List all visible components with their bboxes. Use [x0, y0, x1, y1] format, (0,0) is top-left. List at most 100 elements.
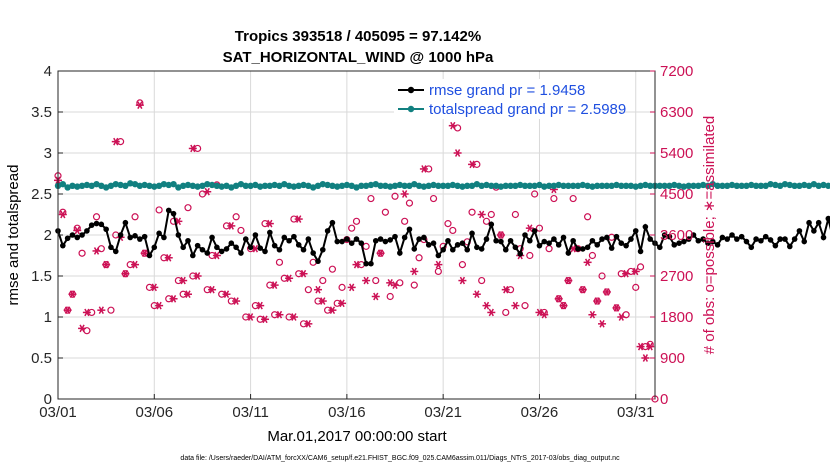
- obs-assimilated-marker: [299, 269, 308, 278]
- series-point-rmse: [141, 233, 148, 240]
- series-point-totalspread: [483, 181, 490, 189]
- series-point-rmse: [661, 232, 668, 238]
- series-point-rmse: [88, 222, 95, 228]
- obs-assimilated-marker: [304, 319, 313, 328]
- obs-assimilated-marker: [458, 276, 467, 285]
- series-point-rmse: [531, 228, 538, 234]
- series-point-rmse: [117, 232, 124, 238]
- obs-possible-marker: [304, 286, 312, 294]
- series-point-rmse: [729, 232, 735, 238]
- series-point-rmse: [478, 246, 485, 252]
- series-point-totalspread: [290, 183, 298, 190]
- obs-assimilated-stroke: [69, 290, 76, 299]
- obs-possible-marker: [391, 192, 399, 200]
- obs-assimilated-marker: [78, 324, 87, 333]
- obs-assimilated-marker: [477, 210, 486, 219]
- series-point-totalspread: [362, 182, 370, 189]
- obs-assimilated-stroke: [262, 315, 268, 324]
- series-point-rmse: [825, 215, 830, 222]
- series-point-totalspread: [160, 180, 168, 188]
- series-point-rmse: [546, 240, 552, 246]
- series-point-totalspread: [627, 182, 635, 189]
- obs-assimilated-marker: [622, 269, 631, 278]
- obs-possible-marker: [429, 194, 438, 203]
- series-point-rmse: [608, 245, 615, 251]
- obs-assimilated-marker: [468, 160, 477, 169]
- obs-assimilated-marker: [131, 260, 140, 269]
- obs-assimilated-stroke: [137, 101, 143, 110]
- series-point-rmse: [767, 237, 774, 243]
- series-point-rmse: [575, 246, 581, 252]
- series-point-rmse: [161, 234, 167, 241]
- series-point-totalspread: [155, 182, 163, 189]
- obs-assimilated-marker: [203, 187, 212, 196]
- obs-possible-marker: [338, 283, 346, 291]
- series-point-rmse: [801, 238, 808, 245]
- obs-assimilated-marker: [82, 308, 91, 317]
- y-tick-label-right: 900: [660, 350, 685, 367]
- series-point-rmse: [218, 248, 225, 255]
- y-tick-label-left: 0: [44, 391, 52, 408]
- series-point-rmse: [190, 252, 196, 259]
- series-point-totalspread: [401, 182, 408, 189]
- series-point-totalspread: [300, 181, 307, 189]
- series-point-totalspread: [83, 181, 91, 189]
- obs-assimilated-stroke: [353, 260, 360, 269]
- obs-possible-marker: [362, 242, 370, 250]
- obs-assimilated-marker: [501, 285, 510, 294]
- series-point-rmse: [108, 244, 114, 251]
- series-point-totalspread: [656, 182, 664, 189]
- obs-assimilated-marker: [313, 285, 322, 294]
- series-point-totalspread: [136, 182, 144, 189]
- obs-assimilated-marker: [496, 231, 505, 239]
- y-tick-label-left: 1.5: [31, 268, 52, 285]
- obs-assimilated-marker: [482, 301, 491, 310]
- obs-assimilated-marker: [275, 310, 284, 319]
- series-point-totalspread: [820, 181, 827, 189]
- x-axis-label: Mar.01,2017 00:00:00 start: [267, 428, 447, 445]
- series-point-rmse: [734, 236, 740, 242]
- series-point-rmse: [358, 240, 365, 246]
- series-point-rmse: [445, 237, 451, 244]
- obs-assimilated-stroke: [623, 269, 629, 278]
- series-point-totalspread: [64, 184, 71, 191]
- obs-assimilated-stroke: [122, 269, 129, 278]
- series-point-rmse: [353, 236, 360, 242]
- series-point-totalspread: [122, 182, 129, 189]
- obs-assimilated-stroke: [166, 253, 172, 262]
- series-point-totalspread: [531, 182, 538, 189]
- obs-assimilated-stroke: [469, 160, 475, 169]
- series-point-totalspread: [459, 183, 466, 190]
- series-point-rmse: [291, 233, 297, 240]
- obs-assimilated-stroke: [252, 244, 259, 253]
- series-point-totalspread: [411, 180, 418, 188]
- series-point-rmse: [440, 246, 446, 253]
- series-point-totalspread: [584, 182, 591, 189]
- obs-assimilated-stroke: [570, 244, 576, 253]
- obs-assimilated-marker: [641, 354, 650, 362]
- series-point-rmse: [796, 228, 803, 234]
- obs-assimilated-stroke: [454, 149, 461, 157]
- obs-possible-marker: [478, 276, 486, 285]
- obs-assimilated-stroke: [474, 290, 480, 299]
- obs-possible-marker: [232, 213, 240, 221]
- obs-assimilated-marker: [328, 306, 337, 315]
- series-point-rmse: [406, 226, 413, 233]
- obs-assimilated-marker: [169, 294, 178, 303]
- obs-assimilated-stroke: [488, 308, 494, 317]
- series-point-totalspread: [680, 183, 688, 190]
- y-tick-label-right: 4500: [660, 186, 693, 203]
- series-point-totalspread: [257, 183, 264, 190]
- y-tick-label-left: 2.5: [31, 186, 52, 203]
- obs-assimilated-stroke: [315, 285, 321, 294]
- series-point-totalspread: [247, 182, 254, 189]
- obs-assimilated-stroke: [339, 299, 345, 308]
- obs-possible-marker: [449, 226, 457, 235]
- obs-assimilated-stroke: [257, 301, 263, 310]
- series-point-totalspread: [671, 181, 678, 189]
- series-point-totalspread: [170, 180, 177, 188]
- obs-assimilated-marker: [434, 260, 443, 269]
- x-tick-label: 03/26: [521, 404, 559, 421]
- series-point-totalspread: [555, 181, 562, 189]
- obs-assimilated-stroke: [618, 313, 624, 321]
